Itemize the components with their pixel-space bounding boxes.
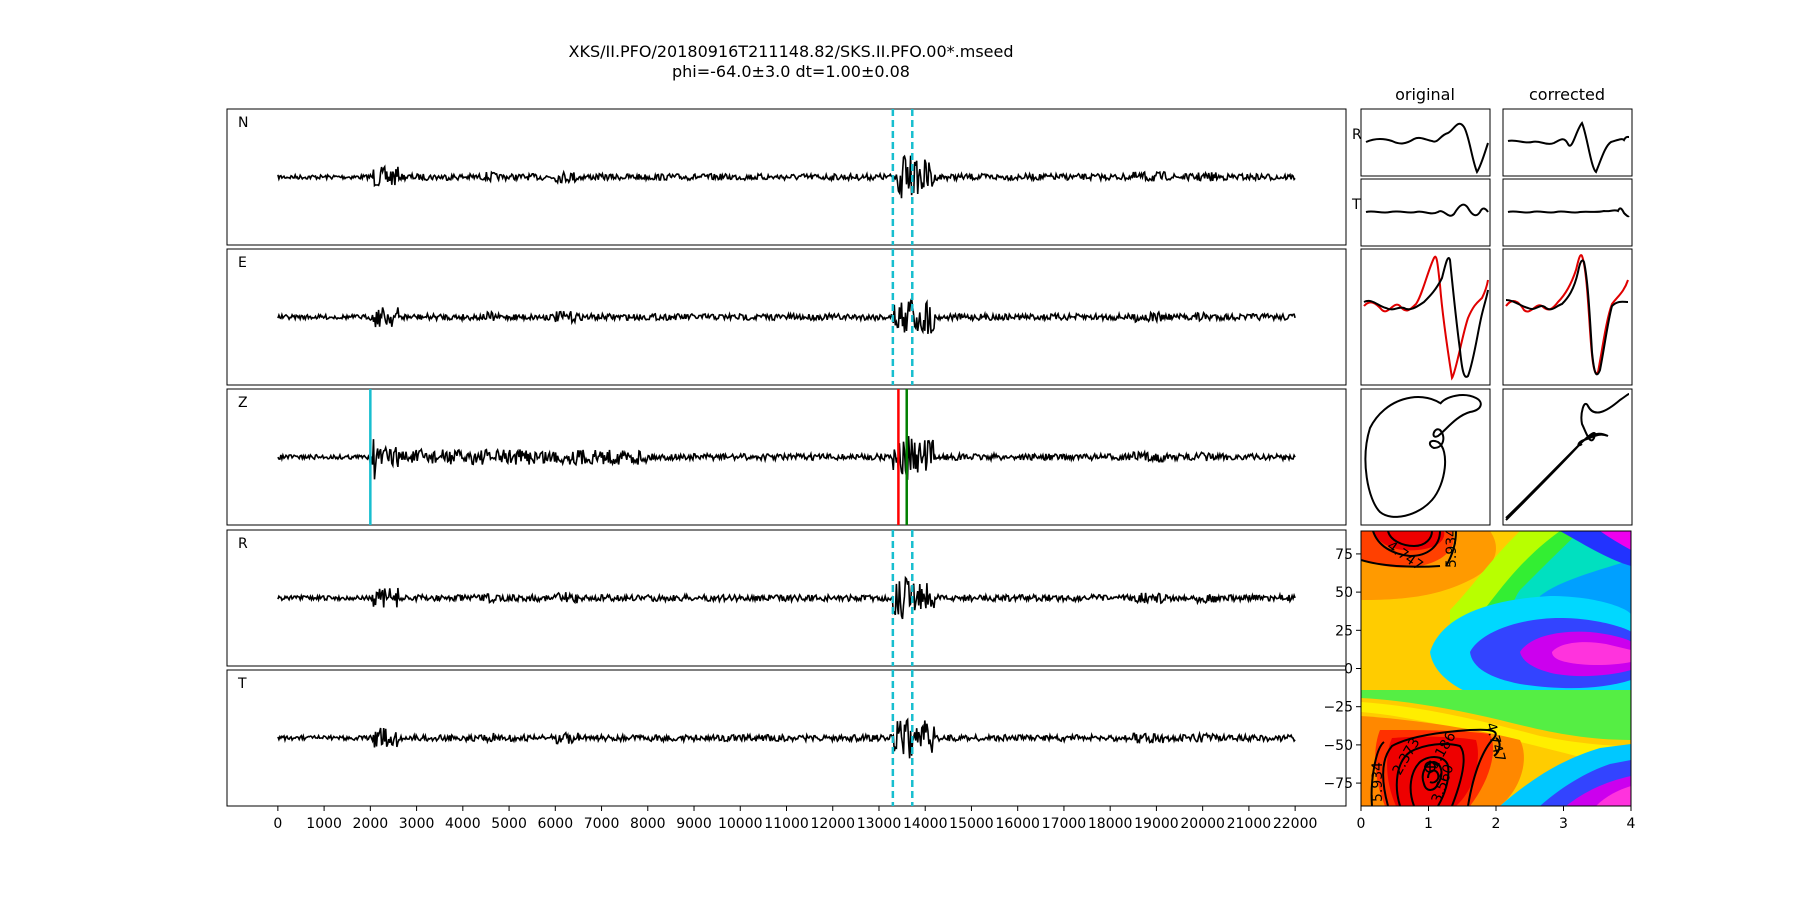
original-red-trace — [1363, 255, 1489, 381]
corrected-t-trace — [1507, 207, 1630, 218]
original-r-panel: R — [1352, 108, 1491, 177]
x-tick-label: 11000 — [764, 816, 809, 832]
x-tick-label: 17000 — [1042, 816, 1087, 832]
x-tick-label: 3000 — [399, 816, 435, 832]
x-tick-label: 21000 — [1227, 816, 1272, 832]
column-title-original: original — [1395, 85, 1455, 104]
original-r-trace — [1365, 122, 1489, 175]
x-tick-label: 12000 — [810, 816, 855, 832]
trace-label: Z — [238, 395, 248, 411]
corrected-particle-motion-panel — [1502, 388, 1633, 526]
trace-panel-e: E — [226, 248, 1347, 386]
trace-n — [277, 154, 1296, 199]
x-tick-label: 5000 — [491, 816, 527, 832]
column-title-corrected: corrected — [1529, 85, 1605, 104]
figure-subtitle: phi=-64.0±3.0 dt=1.00±0.08 — [672, 62, 910, 81]
original-t-label: T — [1351, 197, 1361, 213]
error-surface-axes: 0 1 2 3 4 75 50 25 0 −25 −50 −75 — [1323, 547, 1635, 832]
x-tick-label: 4000 — [445, 816, 481, 832]
corrected-r-panel — [1502, 108, 1633, 177]
original-particle-motion — [1364, 394, 1482, 518]
trace-r — [277, 575, 1296, 620]
surface-y-tick-label: 25 — [1335, 623, 1353, 639]
surface-x-tick-label: 0 — [1357, 816, 1366, 832]
surface-y-tick-label: −50 — [1323, 738, 1353, 754]
figure-title: XKS/II.PFO/20180916T211148.82/SKS.II.PFO… — [569, 42, 1014, 61]
trace-t — [277, 717, 1296, 759]
x-tick-label: 10000 — [718, 816, 763, 832]
corrected-waveforms-panel — [1502, 248, 1633, 386]
corrected-particle-motion — [1505, 393, 1630, 521]
surface-x-tick-label: 3 — [1559, 816, 1568, 832]
error-surface-panel: 4.747 5.934 4.747 2.373 5.934 1.186 3.56… — [1323, 528, 1636, 832]
x-tick-label: 7000 — [584, 816, 620, 832]
original-waveforms-panel — [1360, 248, 1491, 386]
x-tick-label: 14000 — [903, 816, 948, 832]
x-tick-label: 13000 — [857, 816, 902, 832]
contour-label: 5.934 — [1444, 528, 1460, 568]
x-tick-label: 16000 — [995, 816, 1040, 832]
x-tick-label: 8000 — [630, 816, 666, 832]
surface-y-tick-label: −75 — [1323, 776, 1353, 792]
trace-z — [277, 436, 1296, 481]
seismogram-panels: N E Z R T — [226, 108, 1347, 807]
surface-y-tick-label: 50 — [1335, 585, 1353, 601]
contour-label: 5.934 — [1370, 762, 1386, 802]
surface-x-tick-label: 2 — [1492, 816, 1501, 832]
trace-panel-z: Z — [226, 388, 1347, 526]
x-tick-label: 15000 — [949, 816, 994, 832]
x-tick-label: 6000 — [537, 816, 573, 832]
surface-y-tick-label: 75 — [1335, 547, 1353, 563]
x-tick-label: 2000 — [353, 816, 389, 832]
x-tick-label: 1000 — [306, 816, 342, 832]
corrected-t-panel — [1502, 178, 1633, 247]
surface-x-tick-label: 4 — [1627, 816, 1636, 832]
corrected-black-trace — [1505, 259, 1629, 376]
trace-panel-r: R — [226, 529, 1347, 667]
x-tick-label: 9000 — [676, 816, 712, 832]
surface-x-tick-label: 1 — [1424, 816, 1433, 832]
original-t-trace — [1365, 203, 1489, 217]
x-tick-label: 22000 — [1273, 816, 1318, 832]
original-t-panel: T — [1351, 178, 1491, 247]
original-particle-motion-panel — [1360, 388, 1491, 526]
trace-panel-n: N — [226, 108, 1347, 246]
x-tick-label: 0 — [273, 816, 282, 832]
original-black-trace — [1363, 257, 1489, 378]
surface-y-tick-label: 0 — [1344, 662, 1353, 678]
trace-label: E — [238, 255, 247, 271]
x-tick-label: 19000 — [1134, 816, 1179, 832]
trace-label: R — [238, 536, 248, 552]
trace-e — [277, 298, 1296, 335]
x-tick-label: 20000 — [1180, 816, 1225, 832]
corrected-r-trace — [1507, 121, 1630, 174]
trace-label: N — [238, 115, 248, 131]
original-r-label: R — [1352, 127, 1362, 143]
x-tick-label: 18000 — [1088, 816, 1133, 832]
seismogram-x-axis: 0 1000 2000 3000 4000 5000 6000 7000 8000 9000 100… — [273, 806, 1317, 832]
surface-y-tick-label: −25 — [1323, 700, 1353, 716]
trace-label: T — [237, 676, 247, 692]
trace-panel-t: T — [226, 669, 1347, 807]
